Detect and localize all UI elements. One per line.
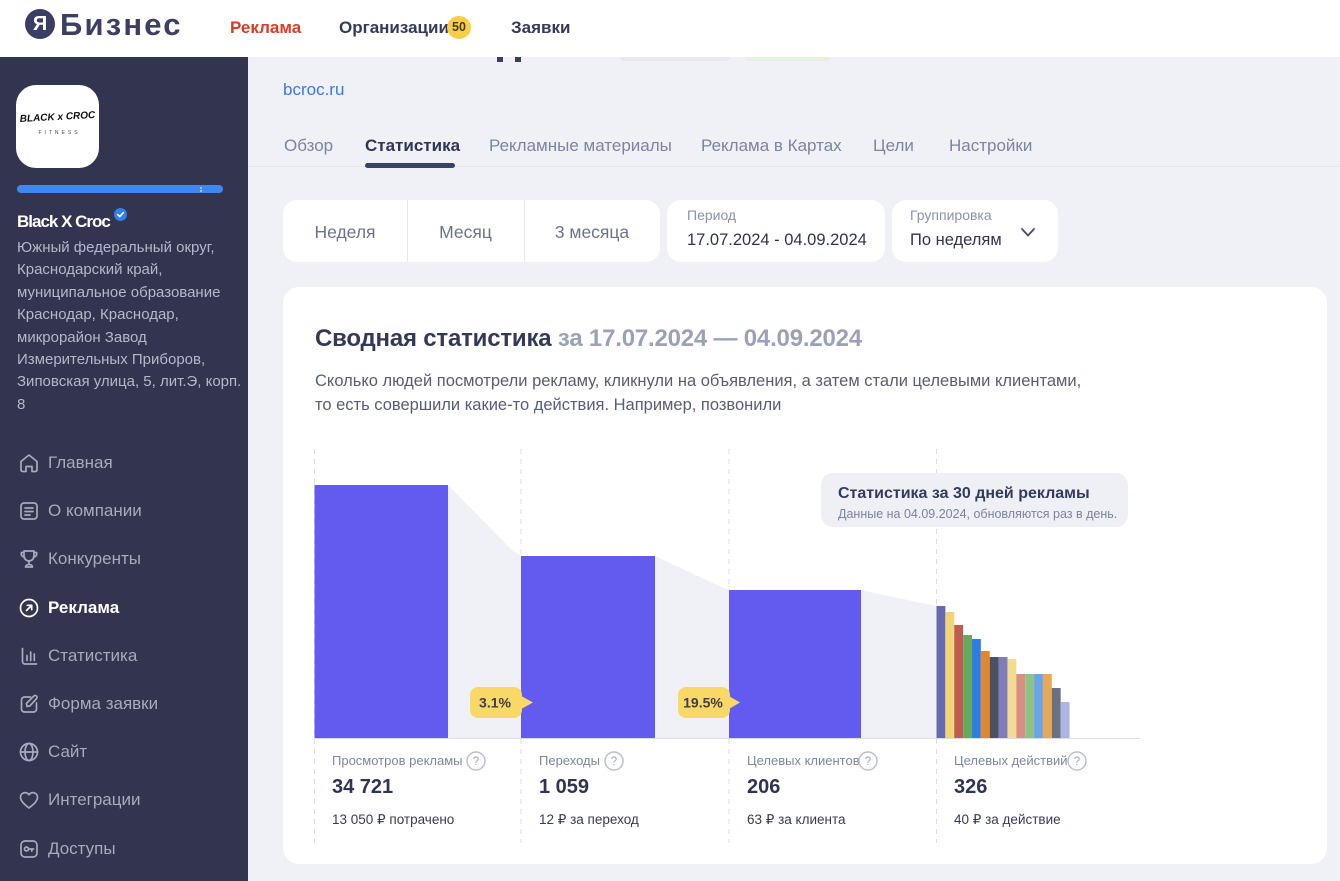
svg-text:?: ? [611,756,617,768]
svg-text:19.5%: 19.5% [683,695,723,711]
svg-text:3.1%: 3.1% [479,695,511,711]
svg-text:?: ? [1074,756,1080,768]
svg-text:?: ? [473,756,479,768]
svg-text:?: ? [865,756,871,768]
